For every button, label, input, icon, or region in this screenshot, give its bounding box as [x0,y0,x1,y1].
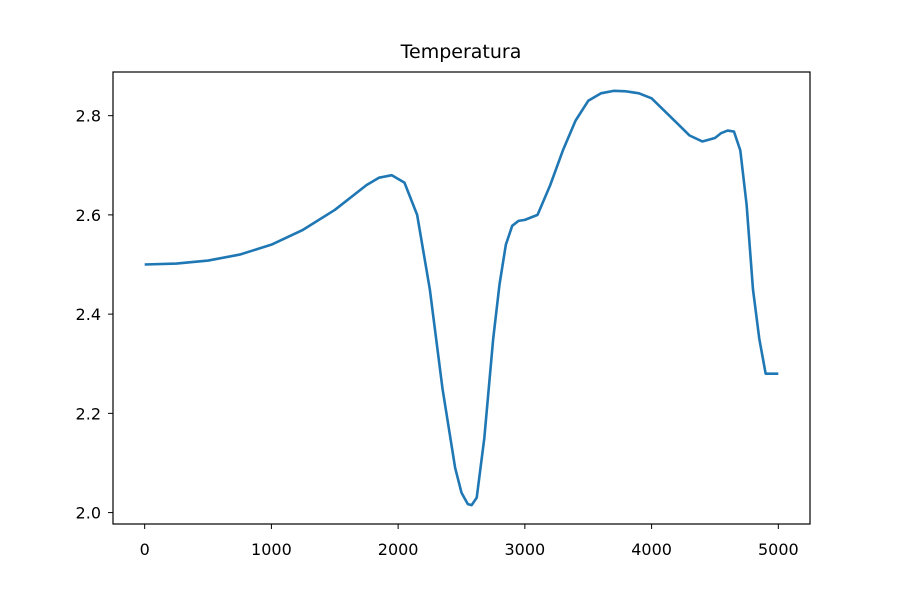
y-tick-label: 2.4 [76,305,101,324]
chart-title: Temperatura [400,41,522,63]
x-tick-label: 1000 [251,540,292,559]
axes-frame [112,71,811,525]
x-tick-label: 3000 [505,540,546,559]
x-tick-label: 2000 [378,540,419,559]
x-tick-label: 4000 [631,540,672,559]
plot-area [144,89,779,507]
y-axis: 2.0 2.2 2.4 2.6 2.8 [76,107,113,523]
y-tick-label: 2.2 [76,404,101,423]
x-axis: 0 1000 2000 3000 4000 5000 [140,524,799,559]
y-tick-label: 2.0 [76,504,101,523]
y-tick-label: 2.8 [76,107,101,126]
y-tick-label: 2.6 [76,206,101,225]
x-tick-label: 0 [140,540,150,559]
x-tick-label: 5000 [758,540,799,559]
series-line-0 [144,89,779,507]
